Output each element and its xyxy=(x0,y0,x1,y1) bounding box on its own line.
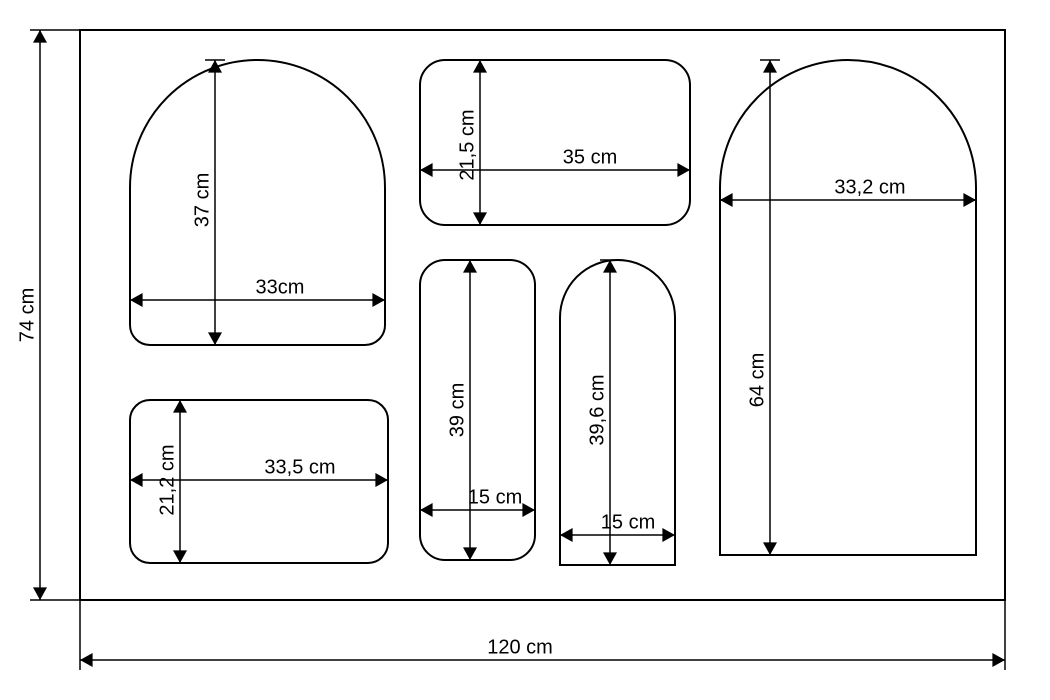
svg-text:74 cm: 74 cm xyxy=(16,288,38,342)
svg-text:33cm: 33cm xyxy=(256,276,305,298)
svg-text:39 cm: 39 cm xyxy=(446,383,468,437)
shape-arch_right xyxy=(720,60,976,555)
svg-text:35 cm: 35 cm xyxy=(563,146,617,168)
svg-text:64 cm: 64 cm xyxy=(746,353,768,407)
svg-text:15 cm: 15 cm xyxy=(601,511,655,533)
shape-arch_left xyxy=(130,60,385,345)
svg-text:37 cm: 37 cm xyxy=(191,173,213,227)
technical-drawing: 120 cm 74 cm 33cm 37 cm 35 cm 21,5 cm 33,5 cm 2… xyxy=(0,0,1050,700)
svg-text:33,5 cm: 33,5 cm xyxy=(264,456,335,478)
svg-text:33,2 cm: 33,2 cm xyxy=(834,176,905,198)
svg-text:39,6 cm: 39,6 cm xyxy=(586,374,608,445)
shape-tall_rect xyxy=(420,260,535,560)
svg-text:120 cm: 120 cm xyxy=(487,636,553,658)
svg-text:21,5 cm: 21,5 cm xyxy=(456,109,478,180)
svg-text:15 cm: 15 cm xyxy=(468,486,522,508)
svg-text:21,2 cm: 21,2 cm xyxy=(156,444,178,515)
